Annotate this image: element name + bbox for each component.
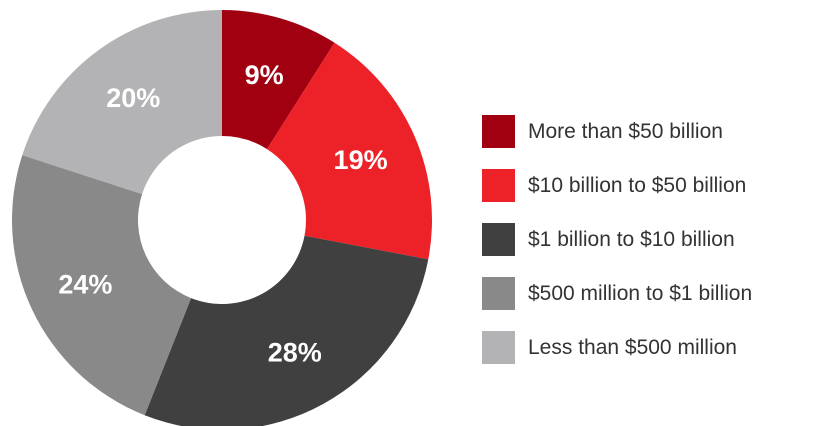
chart-legend: More than $50 billion $10 billion to $50 …: [482, 115, 752, 364]
donut-slice: [222, 10, 335, 150]
donut-slice: [144, 235, 429, 426]
donut-slice: [22, 10, 222, 195]
legend-swatch: [482, 169, 515, 202]
legend-swatch: [482, 223, 515, 256]
slice-value-label: 9%: [245, 60, 284, 90]
slice-value-label: 20%: [106, 83, 160, 113]
slice-value-label: 28%: [268, 337, 322, 367]
legend-swatch: [482, 115, 515, 148]
legend-swatch: [482, 277, 515, 310]
slice-labels: 9% 19% 28% 24% 20%: [58, 60, 387, 367]
legend-label: More than $50 billion: [528, 120, 723, 143]
legend-swatch: [482, 331, 515, 364]
slice-value-label: 19%: [334, 145, 388, 175]
slice-value-label: 24%: [58, 269, 112, 299]
donut-slice: [12, 155, 192, 416]
legend-label: $500 million to $1 billion: [528, 282, 752, 305]
legend-label: Less than $500 million: [528, 336, 737, 359]
donut-slice: [267, 42, 432, 260]
legend-label: $10 billion to $50 billion: [528, 174, 746, 197]
legend-label: $1 billion to $10 billion: [528, 228, 735, 251]
donut-slices: [12, 10, 432, 426]
